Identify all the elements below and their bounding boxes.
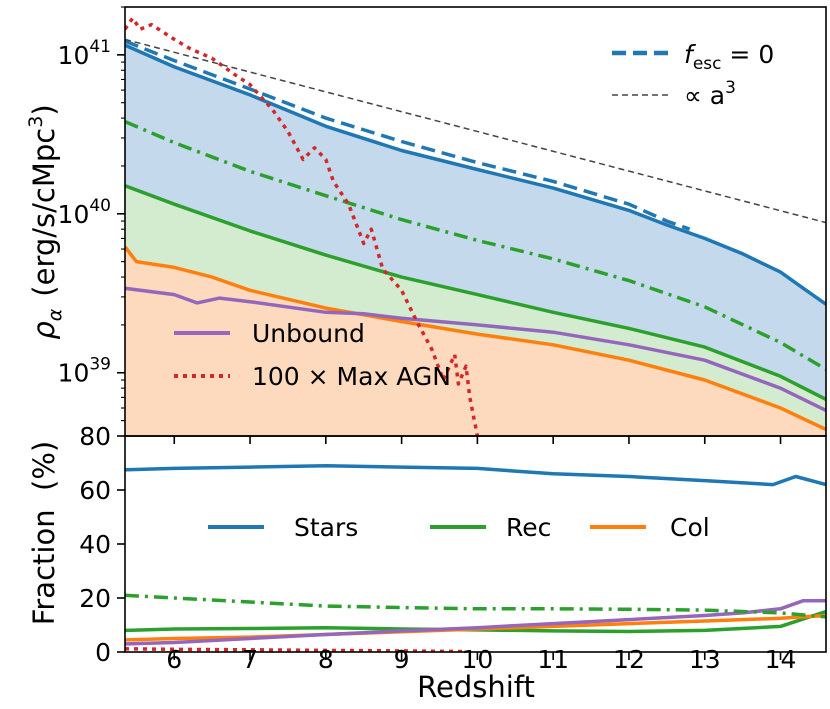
ytick-top-label-1: 1040 [58,196,111,229]
legend-lower-left: Unbound 100 × Max AGN [174,319,451,391]
xtick-label-1: 7 [242,645,258,674]
xtick-label-6: 12 [613,645,645,674]
ylabel-subscript: α [44,308,66,321]
top-ylabel: ρα (erg/s/cMpc3) [25,104,66,339]
xtick-label-4: 10 [461,645,493,674]
ylabel-units-sup: 3 [25,116,47,128]
area-fill-col [125,246,826,436]
bottom-panel-series [125,463,826,652]
fraction-series-stars [125,463,826,487]
ylabel-units-close: ) [27,104,61,115]
series-rec [125,184,826,401]
xtick-label-5: 11 [537,645,569,674]
xtick-label-0: 6 [166,645,182,674]
ylabel-units: (erg/s/cMpc [27,128,61,297]
xlabel: Redshift [417,670,535,704]
legend-bottom: Stars Rec Col [208,513,710,542]
ytick-bot-label-4: 80 [79,422,111,451]
ytick-bot-label-3: 60 [79,476,111,505]
axes: 1039 1040 1041 0 20 40 60 80 6 7 8 9 10 11 12 13 14 [58,6,827,674]
fraction-series-rec-fesc0 [125,593,826,619]
xtick-label-8: 14 [765,645,797,674]
ytick-top-label-2: 1041 [58,37,111,70]
ytick-top-label-0: 1039 [58,355,111,388]
ytick-bot-label-2: 40 [79,530,111,559]
ytick-bot-label-0: 0 [95,638,111,667]
legend-unbound-label: Unbound [252,319,365,348]
legend-rec-label: Rec [506,513,551,542]
legend-agn-label: 100 × Max AGN [252,362,451,391]
top-panel-series [125,16,826,436]
series-col [125,245,826,431]
xtick-label-7: 13 [689,645,721,674]
ytick-bot-label-1: 20 [79,584,111,613]
fraction-series-max-agn [125,647,463,652]
series-max-agn [125,16,480,436]
bottom-ylabel: Fraction (%) [27,441,61,625]
legend-top-right: fesc = 0 ∝ a3 [612,40,774,110]
fraction-series-unbound [125,598,826,646]
series-a3 [125,38,826,224]
series-rec-fesc0 [125,119,826,371]
legend-col-label: Col [670,513,710,542]
svg-text:ρα(erg/s/cMpc3): ρα (erg/s/cMpc3) [25,104,66,339]
series-unbound [125,286,826,412]
series-stars-fesc0 [125,39,691,231]
legend-fesc0-label: fesc = 0 [684,40,774,74]
fraction-label: Fraction (%) [27,441,61,625]
xtick-label-3: 9 [394,645,410,674]
ylabel-symbol: ρ [27,321,61,340]
legend-a3-label: ∝ a3 [684,78,736,110]
xtick-label-2: 8 [318,645,334,674]
legend-stars-label: Stars [294,513,358,542]
